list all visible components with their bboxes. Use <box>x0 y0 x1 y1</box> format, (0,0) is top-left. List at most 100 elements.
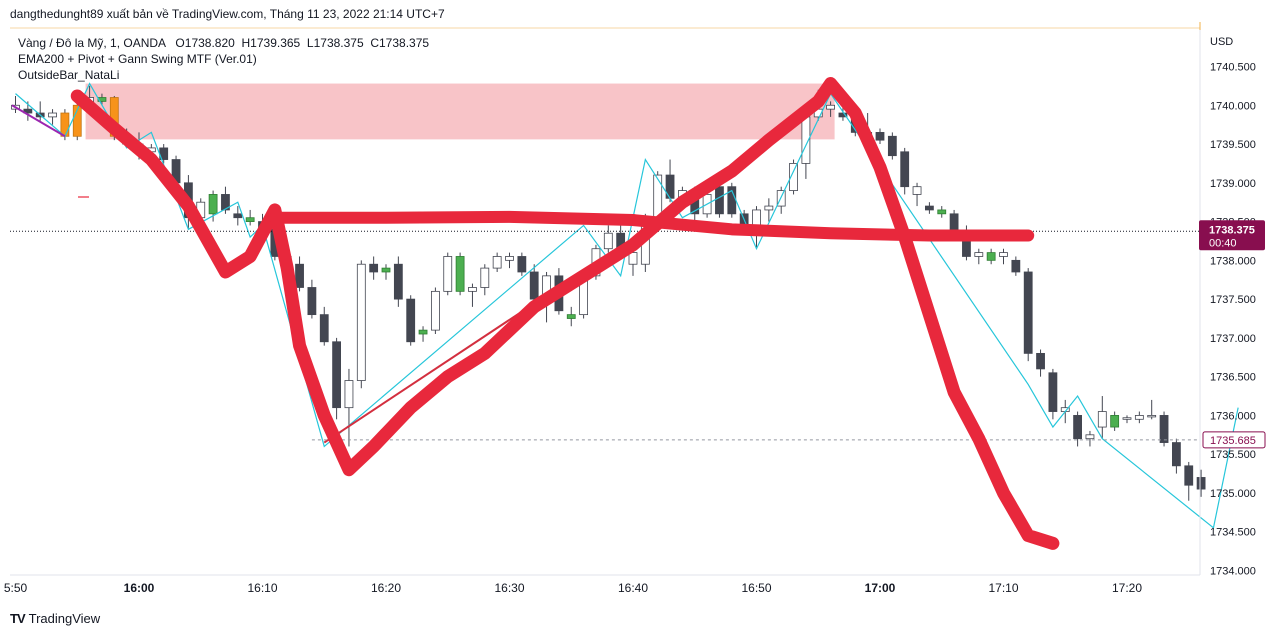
supply-zone-rect <box>85 83 835 140</box>
candles-layer <box>11 85 1206 501</box>
candle-body <box>468 287 477 292</box>
footer-brand: TV TradingView <box>10 611 100 626</box>
time-tick-label: 5:50 <box>4 581 28 595</box>
time-axis[interactable]: 5:50 16:00 16:10 16:20 16:30 16:40 16:50 17:00 1… <box>4 22 1201 595</box>
time-tick-label: 17:10 <box>988 581 1018 595</box>
indicator-ema-pivot-gann[interactable]: EMA200 + Pivot + Gann Swing MTF (Ver.01) <box>18 52 257 66</box>
candle-body <box>60 112 70 137</box>
time-tick-label: 16:50 <box>741 581 771 595</box>
indicator-outsidebar[interactable]: OutsideBar_NataLi <box>18 68 120 82</box>
time-tick-label: 17:20 <box>1112 581 1142 595</box>
candle-body <box>838 112 848 118</box>
price-tick-label: 1737.000 <box>1210 333 1256 345</box>
candle-body <box>1073 415 1082 440</box>
price-tick-label: 1736.500 <box>1210 372 1256 384</box>
candle-body <box>1184 465 1194 486</box>
candle-body <box>900 151 910 188</box>
ohlc-low-label: L <box>306 36 314 50</box>
candle-body <box>48 112 57 118</box>
candle-body <box>715 186 724 215</box>
chart-legend: Vàng / Đô la Mỹ, 1, OANDA O1738.820 H173… <box>18 35 429 83</box>
candle-body <box>381 267 391 273</box>
candle-body <box>986 252 996 261</box>
candle-body <box>789 163 798 191</box>
ema-line <box>11 104 66 138</box>
price-lines-layer <box>10 104 1200 444</box>
candle-body <box>233 213 243 219</box>
candle-body <box>1196 477 1206 490</box>
candle-body <box>406 298 416 343</box>
candle-body <box>443 256 453 292</box>
ohlc-open: 1738.820 <box>184 36 235 50</box>
ohlc-high: 1739.365 <box>250 36 301 50</box>
candle-body <box>529 271 539 300</box>
ohlc-close: 1738.375 <box>379 36 430 50</box>
time-tick-label: 16:30 <box>494 581 524 595</box>
candle-body <box>221 194 230 211</box>
candle-body <box>418 329 428 335</box>
candle-body <box>245 217 255 222</box>
marker-horizontal-stroke <box>268 210 1035 242</box>
symbol-label[interactable]: Vàng / Đô la Mỹ, 1, OANDA <box>18 36 166 50</box>
candle-body <box>208 194 218 215</box>
candle-body <box>974 252 984 257</box>
ref-price-value: 1735.685 <box>1210 435 1256 447</box>
marker-zigzag-stroke <box>70 77 1060 550</box>
last-price-value: 1738.375 <box>1209 224 1255 236</box>
candle-body <box>1122 417 1132 420</box>
candle-body <box>875 132 885 141</box>
price-axis[interactable]: USD 1740.500 1740.000 1739.500 1739.000 1738.… <box>1199 28 1266 578</box>
candle-body <box>1011 259 1021 273</box>
candle-body <box>1147 415 1157 418</box>
candle-body <box>344 380 354 409</box>
candle-body <box>653 174 663 219</box>
legend-symbol-row: Vàng / Đô la Mỹ, 1, OANDA O1738.820 H173… <box>18 35 429 51</box>
time-tick-label: 16:40 <box>618 581 648 595</box>
tradingview-brand-text: TradingView <box>28 611 101 626</box>
time-tick-label: 16:10 <box>247 581 277 595</box>
gann-swing-zigzag <box>15 82 1239 529</box>
candle-body <box>912 186 922 195</box>
candle-body <box>492 256 502 269</box>
candle-body <box>295 263 304 288</box>
candle-body <box>332 341 342 409</box>
candle-body <box>1172 442 1181 467</box>
last-price-badge <box>1199 220 1265 251</box>
ohlc-high-label: H <box>241 36 251 50</box>
time-tick-label: 16:20 <box>371 581 401 595</box>
zigzag-layer <box>15 82 1239 529</box>
ohlc-close-label: C <box>370 36 379 50</box>
candle-body <box>1023 271 1033 354</box>
price-tick-label: 1737.500 <box>1210 294 1256 306</box>
candle-body <box>455 256 465 292</box>
trend-line <box>323 294 548 444</box>
publish-caption: dangthedunght89 xuất bản về TradingView.… <box>10 7 445 21</box>
candle-body <box>517 256 527 273</box>
candle-body <box>1097 411 1107 428</box>
candle-body <box>1085 434 1095 440</box>
last-price-countdown: 00:40 <box>1209 237 1237 249</box>
candle-body <box>307 287 317 316</box>
candle-body <box>1036 352 1045 370</box>
candle-body <box>764 205 774 211</box>
candle-body <box>97 97 107 102</box>
candle-body <box>1110 415 1120 428</box>
candle-body <box>937 209 947 215</box>
price-tick-label: 1736.000 <box>1210 410 1256 422</box>
currency-label: USD <box>1210 36 1233 48</box>
ref-price-badge <box>1202 431 1266 449</box>
candle-body <box>887 135 897 157</box>
candle-body <box>480 267 490 288</box>
price-tick-label: 1735.500 <box>1210 449 1256 461</box>
ohlc-open-label: O <box>175 36 185 50</box>
candle-body <box>369 263 379 273</box>
price-tick-label: 1734.500 <box>1210 527 1256 539</box>
candle-body <box>393 263 403 300</box>
candle-body <box>356 263 366 381</box>
price-tick-label: 1739.500 <box>1210 139 1256 151</box>
candle-body <box>826 104 835 110</box>
candle-body <box>628 252 638 265</box>
price-tick-label: 1740.500 <box>1210 62 1256 74</box>
candle-body <box>1048 372 1058 412</box>
